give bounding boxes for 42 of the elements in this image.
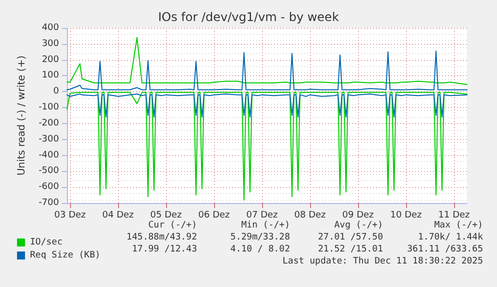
x-tick-label: 06 Dez (198, 210, 230, 220)
legend-label: IO/sec (30, 238, 63, 248)
x-tick-label: 05 Dez (150, 210, 182, 220)
text: 4.10 / 8.02 (230, 244, 290, 254)
y-tick-label: -300 (38, 134, 60, 144)
y-axis-title: Units read (-) / write (+) (16, 55, 28, 176)
y-tick-label: -400 (38, 150, 60, 160)
x-tick-label: 09 Dez (342, 210, 374, 220)
text: 1.70k/ 1.44k (418, 232, 484, 242)
text: 21.52 /15.01 (318, 244, 384, 254)
line-series (66, 37, 468, 85)
text: Last update: Thu Dec 11 18:30:22 2025 (282, 256, 483, 266)
y-tick-label: 200 (42, 54, 60, 65)
y-tick-label: 100 (42, 70, 60, 81)
y-tick-label: -100 (38, 102, 60, 113)
x-tick-label: 11 Dez (438, 210, 470, 220)
y-tick-label: -700 (38, 198, 60, 208)
x-tick-label: 03 Dez (54, 210, 86, 220)
text: 27.01 /57.50 (318, 232, 384, 242)
line-series (66, 92, 468, 200)
y-tick-label: -600 (38, 182, 60, 192)
text: Cur (-/+) (148, 220, 198, 230)
text: Min (-/+) (241, 220, 290, 230)
text: 5.29m/33.28 (230, 232, 290, 242)
chart-title: IOs for /dev/vg1/vm - by week (158, 10, 339, 24)
text: 145.88m/43.92 (126, 232, 198, 242)
x-tick-label: 04 Dez (102, 210, 134, 220)
text: Avg (-/+) (334, 220, 384, 230)
y-tick-label: -500 (38, 166, 60, 176)
y-tick-label: -200 (38, 118, 60, 128)
x-tick-label: 07 Dez (246, 210, 278, 220)
line-series (66, 50, 468, 90)
y-tick-label: 0 (53, 86, 60, 97)
legend-label: Req Size (KB) (30, 250, 100, 260)
text: Max (-/+) (434, 220, 484, 230)
text: 361.11 /633.65 (407, 244, 483, 254)
x-tick-label: 08 Dez (294, 210, 326, 220)
y-tick-label: 400 (42, 23, 60, 33)
y-tick-label: 300 (42, 38, 60, 49)
x-tick-label: 10 Dez (390, 210, 422, 220)
line-series (66, 94, 468, 118)
text: 17.99 /12.43 (132, 244, 198, 254)
